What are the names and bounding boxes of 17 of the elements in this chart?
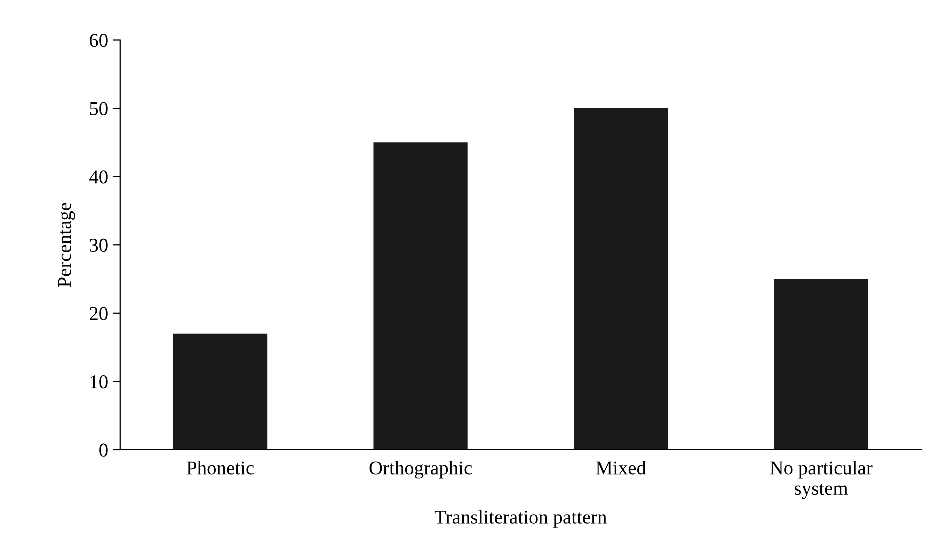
bar (574, 108, 668, 450)
y-tick-label: 0 (100, 444, 108, 457)
x-tick-label: Phonetic (187, 461, 254, 475)
x-tick-label: Mixed (596, 461, 646, 475)
y-tick-label: 50 (90, 102, 108, 116)
x-tick-label: No particular system (770, 461, 873, 500)
y-axis-title: Percentage (58, 203, 76, 288)
x-axis-title: Transliteration pattern (434, 510, 607, 528)
y-tick-label: 40 (90, 170, 108, 184)
x-tick-label: Orthographic (370, 461, 472, 479)
y-tick-label: 20 (90, 307, 108, 320)
bar (374, 142, 468, 450)
y-tick-label: 30 (90, 238, 108, 252)
bar (774, 279, 868, 450)
y-tick-label: 60 (90, 34, 108, 48)
y-tick-label: 10 (90, 376, 108, 389)
bar (173, 334, 268, 450)
